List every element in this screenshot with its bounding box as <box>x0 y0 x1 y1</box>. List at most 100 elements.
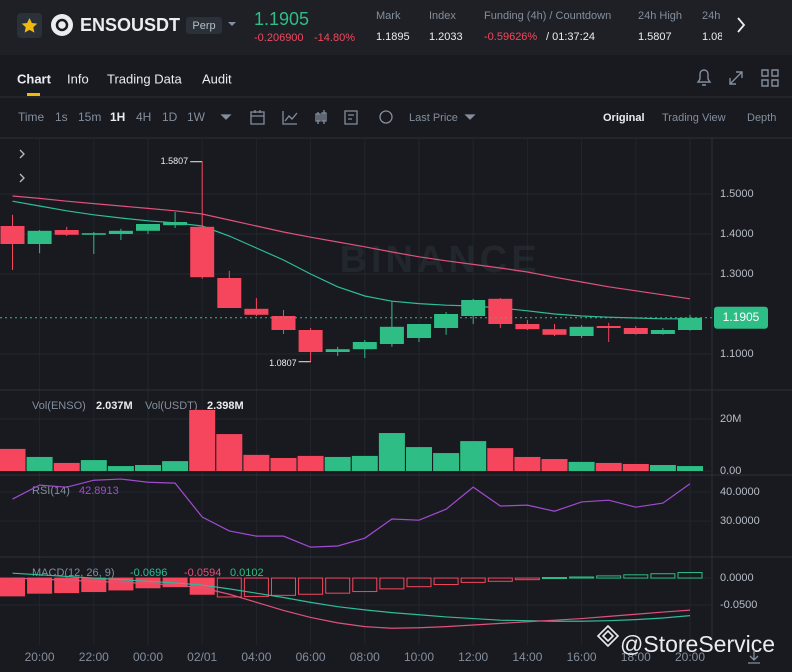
x-tick-label: 18:00 <box>621 650 651 664</box>
stat-label: Index <box>429 10 456 22</box>
y-tick-label: 0.0000 <box>720 572 754 584</box>
price-change-pct: -14.80% <box>314 32 355 44</box>
stat-label: 24h <box>702 10 720 22</box>
candle-body <box>81 233 106 235</box>
indicator-line <box>12 478 691 548</box>
volume-bar <box>622 463 649 471</box>
watermark-logo <box>596 624 620 648</box>
alert-icon[interactable] <box>696 69 712 86</box>
macd-histogram-bar <box>433 577 459 586</box>
macd-histogram-bar <box>108 577 134 591</box>
macd-histogram-bar <box>514 577 540 581</box>
candle-body <box>108 230 133 234</box>
moving-average-line <box>12 200 690 320</box>
stat-label: Funding (4h) / Countdown <box>484 10 611 22</box>
layout-icon[interactable] <box>761 69 779 87</box>
price-type-caret[interactable] <box>464 114 476 120</box>
legend-text: -0.0594 <box>184 567 221 579</box>
volume-bar <box>324 456 351 471</box>
indicator-icon[interactable] <box>282 111 298 125</box>
interval[interactable]: 15m <box>78 110 101 124</box>
volume-bar <box>541 459 568 471</box>
badge: Perp <box>192 20 215 32</box>
calendar-icon[interactable] <box>250 110 265 125</box>
y-tick-label: 1.3000 <box>720 268 754 280</box>
volume-bar <box>568 461 595 471</box>
interval[interactable]: 1D <box>162 110 178 124</box>
tab[interactable]: Chart <box>17 71 52 86</box>
price-type[interactable]: Last Price <box>409 112 458 124</box>
view-option[interactable]: Trading View <box>662 112 726 124</box>
interval[interactable]: 1H <box>110 110 125 124</box>
view-option[interactable]: Depth <box>747 112 776 124</box>
low-label: 1.0807 <box>269 358 297 368</box>
interval[interactable]: 1s <box>55 110 68 124</box>
high-label: 1.5807 <box>161 156 189 166</box>
expand-icon[interactable] <box>729 71 743 85</box>
last-price: 1.1905 <box>254 9 309 29</box>
legend-text: Vol(ENSO) <box>32 400 86 412</box>
y-tick-label: 20M <box>720 413 741 425</box>
stat-label: Mark <box>376 10 401 22</box>
x-tick-label: 20:00 <box>675 650 705 664</box>
volume-bar <box>189 409 216 471</box>
x-tick-label: 04:00 <box>241 650 271 664</box>
price-change: -0.206900 <box>254 32 304 44</box>
candle-body <box>488 298 513 324</box>
y-tick-label: -0.0500 <box>720 599 757 611</box>
macd-histogram-bar <box>298 577 324 595</box>
watermark-text: @StoreService <box>620 631 775 657</box>
macd-histogram-bar <box>623 574 649 579</box>
interval[interactable]: 4H <box>136 110 151 124</box>
candle-body <box>325 349 350 352</box>
template-icon[interactable] <box>344 110 358 125</box>
candle-body <box>217 278 242 308</box>
settings-icon[interactable] <box>379 110 393 124</box>
toolbar-icons <box>220 110 476 125</box>
tab[interactable]: Audit <box>202 71 232 86</box>
macd-histogram-bar <box>569 576 595 579</box>
candle-body <box>190 226 215 278</box>
candle-body <box>434 314 459 328</box>
y-tick-label: 1.5000 <box>720 188 754 200</box>
volume-bar <box>135 465 161 471</box>
moving-average-line <box>12 195 691 300</box>
volume-bar <box>26 456 53 471</box>
tab[interactable]: Info <box>67 71 89 86</box>
macd-histogram-bar <box>325 577 351 594</box>
symbol: ENSOUSDT <box>80 15 180 35</box>
macd-line <box>12 577 691 629</box>
candle-body <box>379 326 404 344</box>
volume-bar <box>270 457 297 471</box>
volume-bar <box>514 456 541 471</box>
legend-text: Vol(USDT) <box>145 400 198 412</box>
candle-body <box>515 324 540 330</box>
stat-value: 1.1895 <box>376 31 410 43</box>
candle-body <box>27 230 52 244</box>
toolbar-time: Time <box>18 110 45 124</box>
candle-body <box>596 326 621 328</box>
coin-logo-mark <box>55 18 69 32</box>
tab[interactable]: Trading Data <box>107 71 182 86</box>
candle-body <box>163 222 188 226</box>
volume-bar <box>297 455 324 471</box>
macd-histogram-bar <box>650 573 676 579</box>
view-option[interactable]: Original <box>603 112 645 124</box>
candle-body <box>623 328 648 334</box>
tab-underline <box>27 93 40 96</box>
legend-text: -0.0696 <box>130 567 167 579</box>
header-more <box>737 17 746 33</box>
header-bar <box>0 0 792 55</box>
x-tick-label: 12:00 <box>458 650 488 664</box>
interval[interactable]: 1W <box>187 110 206 124</box>
candle-body <box>244 308 269 315</box>
volume-bar <box>0 448 26 471</box>
collapse-arrows[interactable] <box>19 149 25 183</box>
candle-body <box>54 230 79 235</box>
symbol-caret[interactable] <box>228 22 236 26</box>
candle-icon[interactable] <box>315 110 327 124</box>
interval-caret[interactable] <box>220 114 232 120</box>
x-tick-label: 22:00 <box>79 650 109 664</box>
perp-badge <box>186 17 222 34</box>
